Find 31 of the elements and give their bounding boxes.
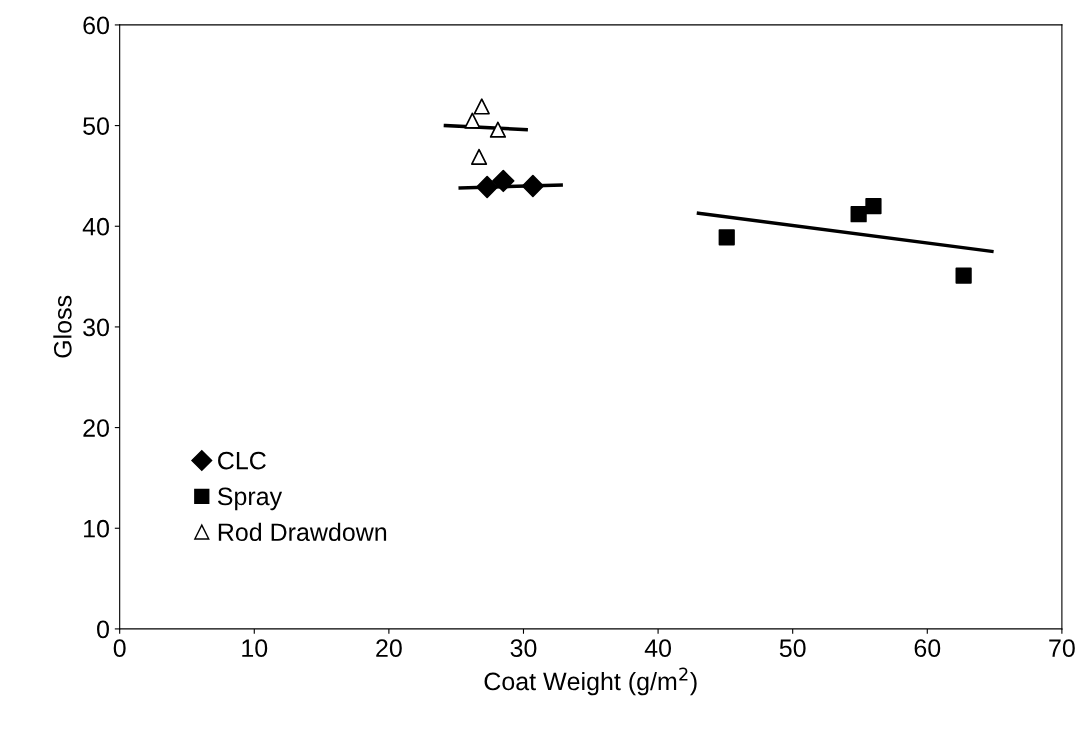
x-tick-label: 40 bbox=[644, 639, 672, 657]
point bbox=[521, 174, 545, 198]
legend-label: CLC bbox=[218, 451, 266, 470]
x-tick-label: 20 bbox=[376, 639, 402, 657]
y-tick-label: 10 bbox=[84, 519, 109, 538]
point bbox=[850, 206, 867, 223]
point bbox=[476, 175, 499, 199]
point bbox=[473, 98, 490, 115]
point bbox=[470, 148, 488, 165]
x-axis-title: Coat Weight (g/m$^{2}$) bbox=[484, 667, 697, 696]
point bbox=[489, 121, 507, 138]
y-tick-label: 40 bbox=[82, 217, 109, 236]
x-tick-label: 10 bbox=[242, 639, 268, 657]
y-axis-title: Gloss bbox=[53, 295, 72, 358]
point bbox=[865, 198, 882, 215]
point bbox=[492, 169, 515, 193]
legend-label: Spray bbox=[217, 487, 283, 511]
y-tick-label: 30 bbox=[83, 318, 109, 337]
point bbox=[464, 112, 481, 129]
x-tick-label: 0 bbox=[113, 639, 126, 657]
x-tick-label: 30 bbox=[510, 639, 537, 657]
y-tick-label: 0 bbox=[97, 620, 109, 639]
x-tick-label: 70 bbox=[1049, 639, 1075, 657]
x-tick-label: 60 bbox=[914, 639, 941, 657]
point bbox=[718, 229, 735, 246]
y-tick-label: 20 bbox=[83, 419, 109, 437]
legend-label: Rod Drawdown bbox=[218, 522, 387, 542]
point bbox=[955, 267, 972, 284]
y-tick-label: 60 bbox=[83, 16, 109, 35]
y-tick-label: 50 bbox=[83, 117, 109, 135]
x-tick-label: 50 bbox=[779, 639, 806, 657]
